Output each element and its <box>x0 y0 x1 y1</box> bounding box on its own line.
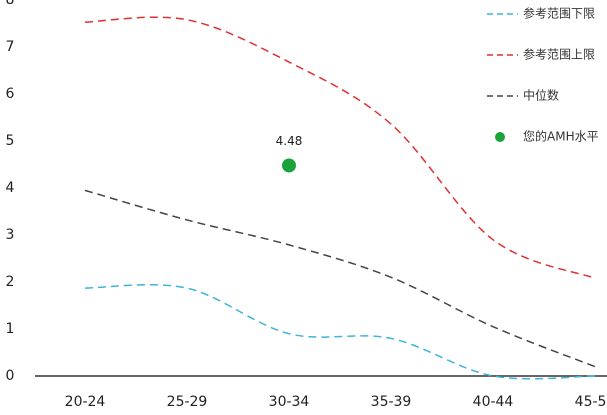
series-line <box>84 284 596 380</box>
x-tick-label: 30-34 <box>269 394 310 410</box>
y-tick-label: 8 <box>6 0 15 8</box>
y-tick-label: 7 <box>6 39 15 55</box>
legend-label: 参考范围上限 <box>523 47 595 62</box>
legend-marker <box>495 132 505 142</box>
x-tick-label: 20-24 <box>65 394 106 410</box>
x-tick-label: 25-29 <box>167 394 208 410</box>
y-tick-label: 0 <box>6 368 15 384</box>
series-line <box>84 189 596 368</box>
x-tick-label: 45-50 <box>575 394 607 410</box>
series-line <box>84 16 596 279</box>
data-label: 4.48 <box>276 134 303 148</box>
y-tick-label: 6 <box>6 86 15 102</box>
x-tick-label: 40-44 <box>473 394 514 410</box>
y-tick-label: 3 <box>6 227 15 243</box>
legend-label: 您的AMH水平 <box>523 129 599 144</box>
legend-label: 参考范围下限 <box>523 6 595 21</box>
y-tick-label: 5 <box>6 133 15 149</box>
x-tick-label: 35-39 <box>371 394 412 410</box>
y-tick-label: 2 <box>6 274 15 290</box>
y-tick-label: 1 <box>6 321 15 337</box>
y-tick-label: 4 <box>6 180 15 196</box>
legend-label: 中位数 <box>523 88 559 103</box>
data-point <box>282 158 296 173</box>
